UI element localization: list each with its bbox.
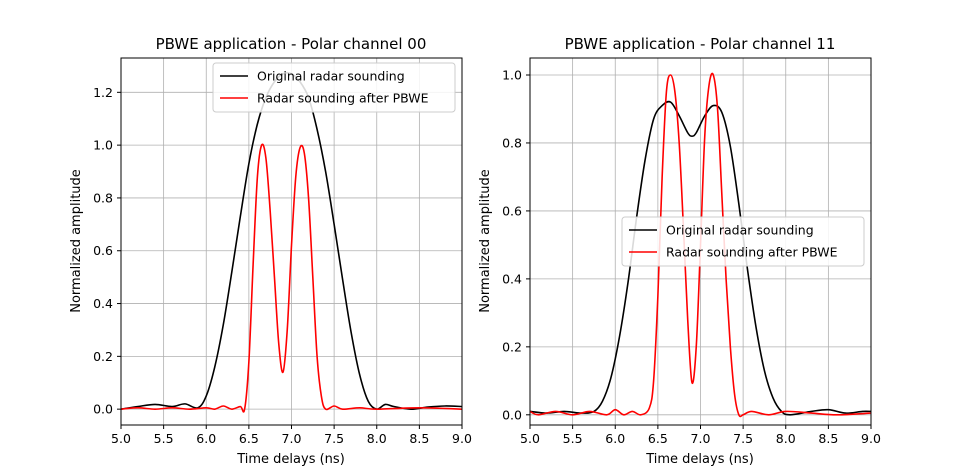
x-tick-label: 7.5 xyxy=(733,431,753,446)
chart-polar-channel-11: PBWE application - Polar channel 11 Time… xyxy=(478,35,881,467)
x-tick-label: 6.0 xyxy=(196,431,216,446)
x-tick-label: 6.0 xyxy=(605,431,625,446)
x-tick-label: 8.5 xyxy=(409,431,429,446)
x-tick-label: 5.0 xyxy=(111,431,131,446)
y-tick-label: 0.4 xyxy=(93,296,113,311)
legend-entry-0: Original radar sounding xyxy=(257,69,405,84)
legend-entry-1: Radar sounding after PBWE xyxy=(257,91,429,106)
x-tick-label: 7.5 xyxy=(324,431,344,446)
x-tick-label: 5.5 xyxy=(154,431,174,446)
series-line-0 xyxy=(530,100,871,416)
legend: Original radar sounding Radar sounding af… xyxy=(621,216,865,267)
x-tick-label: 9.0 xyxy=(861,431,881,446)
chart-title: PBWE application - Polar channel 00 xyxy=(156,35,427,53)
x-tick-label: 8.0 xyxy=(776,431,796,446)
y-tick-label: 0.6 xyxy=(502,203,522,218)
y-tick-label: 0.2 xyxy=(502,339,522,354)
y-axis-label: Normalized amplitude xyxy=(69,169,84,313)
y-tick-label: 0.4 xyxy=(502,271,522,286)
y-tick-label: 0.8 xyxy=(502,135,522,150)
y-axis-label: Normalized amplitude xyxy=(478,169,493,313)
legend-entry-1: Radar sounding after PBWE xyxy=(666,245,838,260)
x-tick-label: 5.0 xyxy=(520,431,540,446)
chart-polar-channel-00: PBWE application - Polar channel 00 Time… xyxy=(69,35,472,467)
y-tick-label: 0.8 xyxy=(93,190,113,205)
x-tick-label: 8.0 xyxy=(367,431,387,446)
y-tick-label: 0.0 xyxy=(93,402,113,417)
x-axis-label: Time delays (ns) xyxy=(236,452,345,467)
legend-box xyxy=(621,216,865,267)
series-line-1 xyxy=(530,72,871,418)
x-tick-label: 8.5 xyxy=(818,431,838,446)
y-tick-label: 0.6 xyxy=(93,243,113,258)
x-axis-label: Time delays (ns) xyxy=(645,452,754,467)
series-line-1 xyxy=(121,143,462,413)
x-tick-label: 5.5 xyxy=(563,431,583,446)
y-tick-label: 0.2 xyxy=(93,349,113,364)
legend: Original radar sounding Radar sounding af… xyxy=(212,62,456,113)
y-tick-label: 1.0 xyxy=(93,138,113,153)
x-tick-label: 9.0 xyxy=(452,431,472,446)
y-tick-label: 1.0 xyxy=(502,67,522,82)
legend-box xyxy=(212,62,456,113)
y-tick-label: 0.0 xyxy=(502,407,522,422)
x-tick-label: 7.0 xyxy=(282,431,302,446)
legend-entry-0: Original radar sounding xyxy=(666,223,814,238)
chart-title: PBWE application - Polar channel 11 xyxy=(565,35,836,53)
x-tick-label: 6.5 xyxy=(648,431,668,446)
x-tick-label: 7.0 xyxy=(691,431,711,446)
y-tick-label: 1.2 xyxy=(93,85,113,100)
x-tick-label: 6.5 xyxy=(239,431,259,446)
